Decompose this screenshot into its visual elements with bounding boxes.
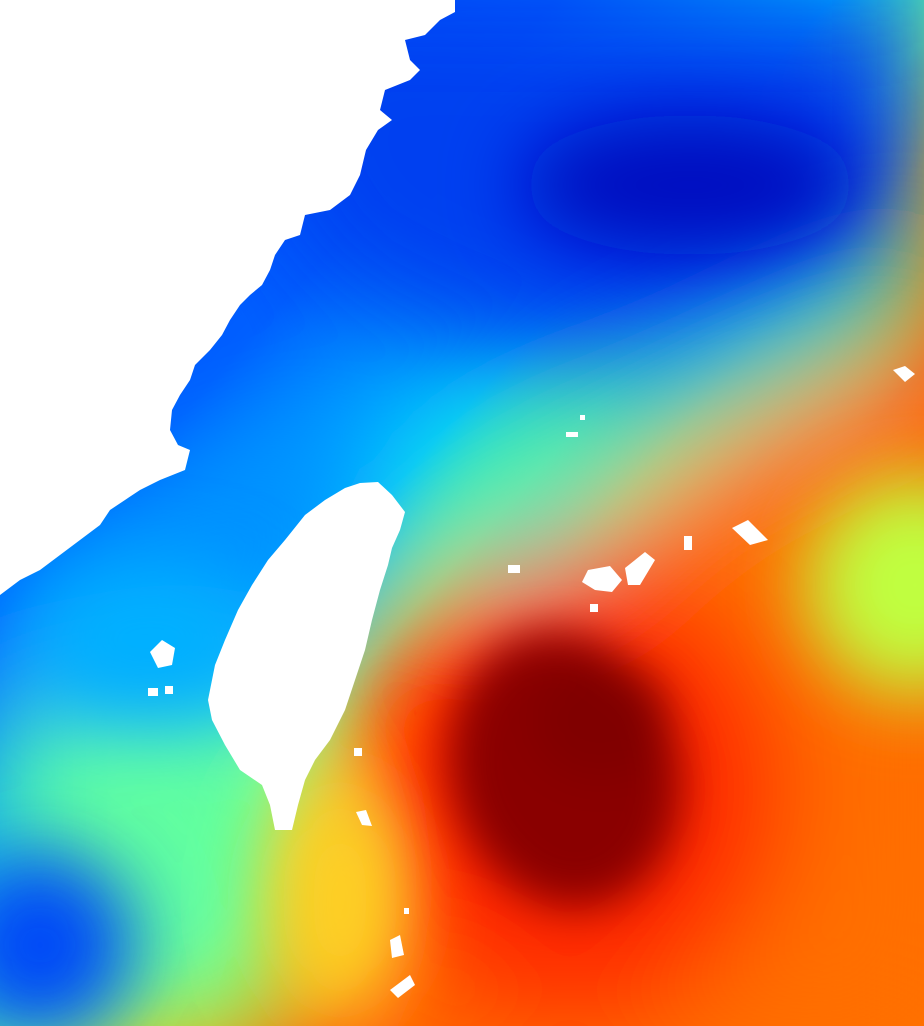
ryukyu-island-4 <box>684 536 692 550</box>
islet-north-1 <box>566 432 578 437</box>
penghu-island-3 <box>165 686 173 694</box>
islet-north-2 <box>580 415 585 420</box>
land-layer <box>0 0 915 998</box>
east-islet <box>893 366 915 382</box>
luzon-strait-island-5 <box>404 908 409 914</box>
ryukyu-island-2 <box>625 552 655 585</box>
luzon-strait-island-2 <box>354 748 362 756</box>
penghu-island-2 <box>148 688 158 696</box>
penghu-island-1 <box>150 640 175 668</box>
ryukyu-island-5 <box>508 565 520 573</box>
ryukyu-island-3 <box>732 520 768 545</box>
luzon-strait-island-1 <box>356 810 372 826</box>
luzon-strait-island-3 <box>390 935 404 958</box>
field-cores <box>0 115 924 1026</box>
luzon-strait-island-4 <box>390 975 415 998</box>
ryukyu-island-6 <box>590 604 598 612</box>
taiwan-island <box>208 482 405 830</box>
field-high-core <box>448 631 682 909</box>
ryukyu-island-1 <box>582 566 622 592</box>
mainland-coast <box>0 0 455 595</box>
